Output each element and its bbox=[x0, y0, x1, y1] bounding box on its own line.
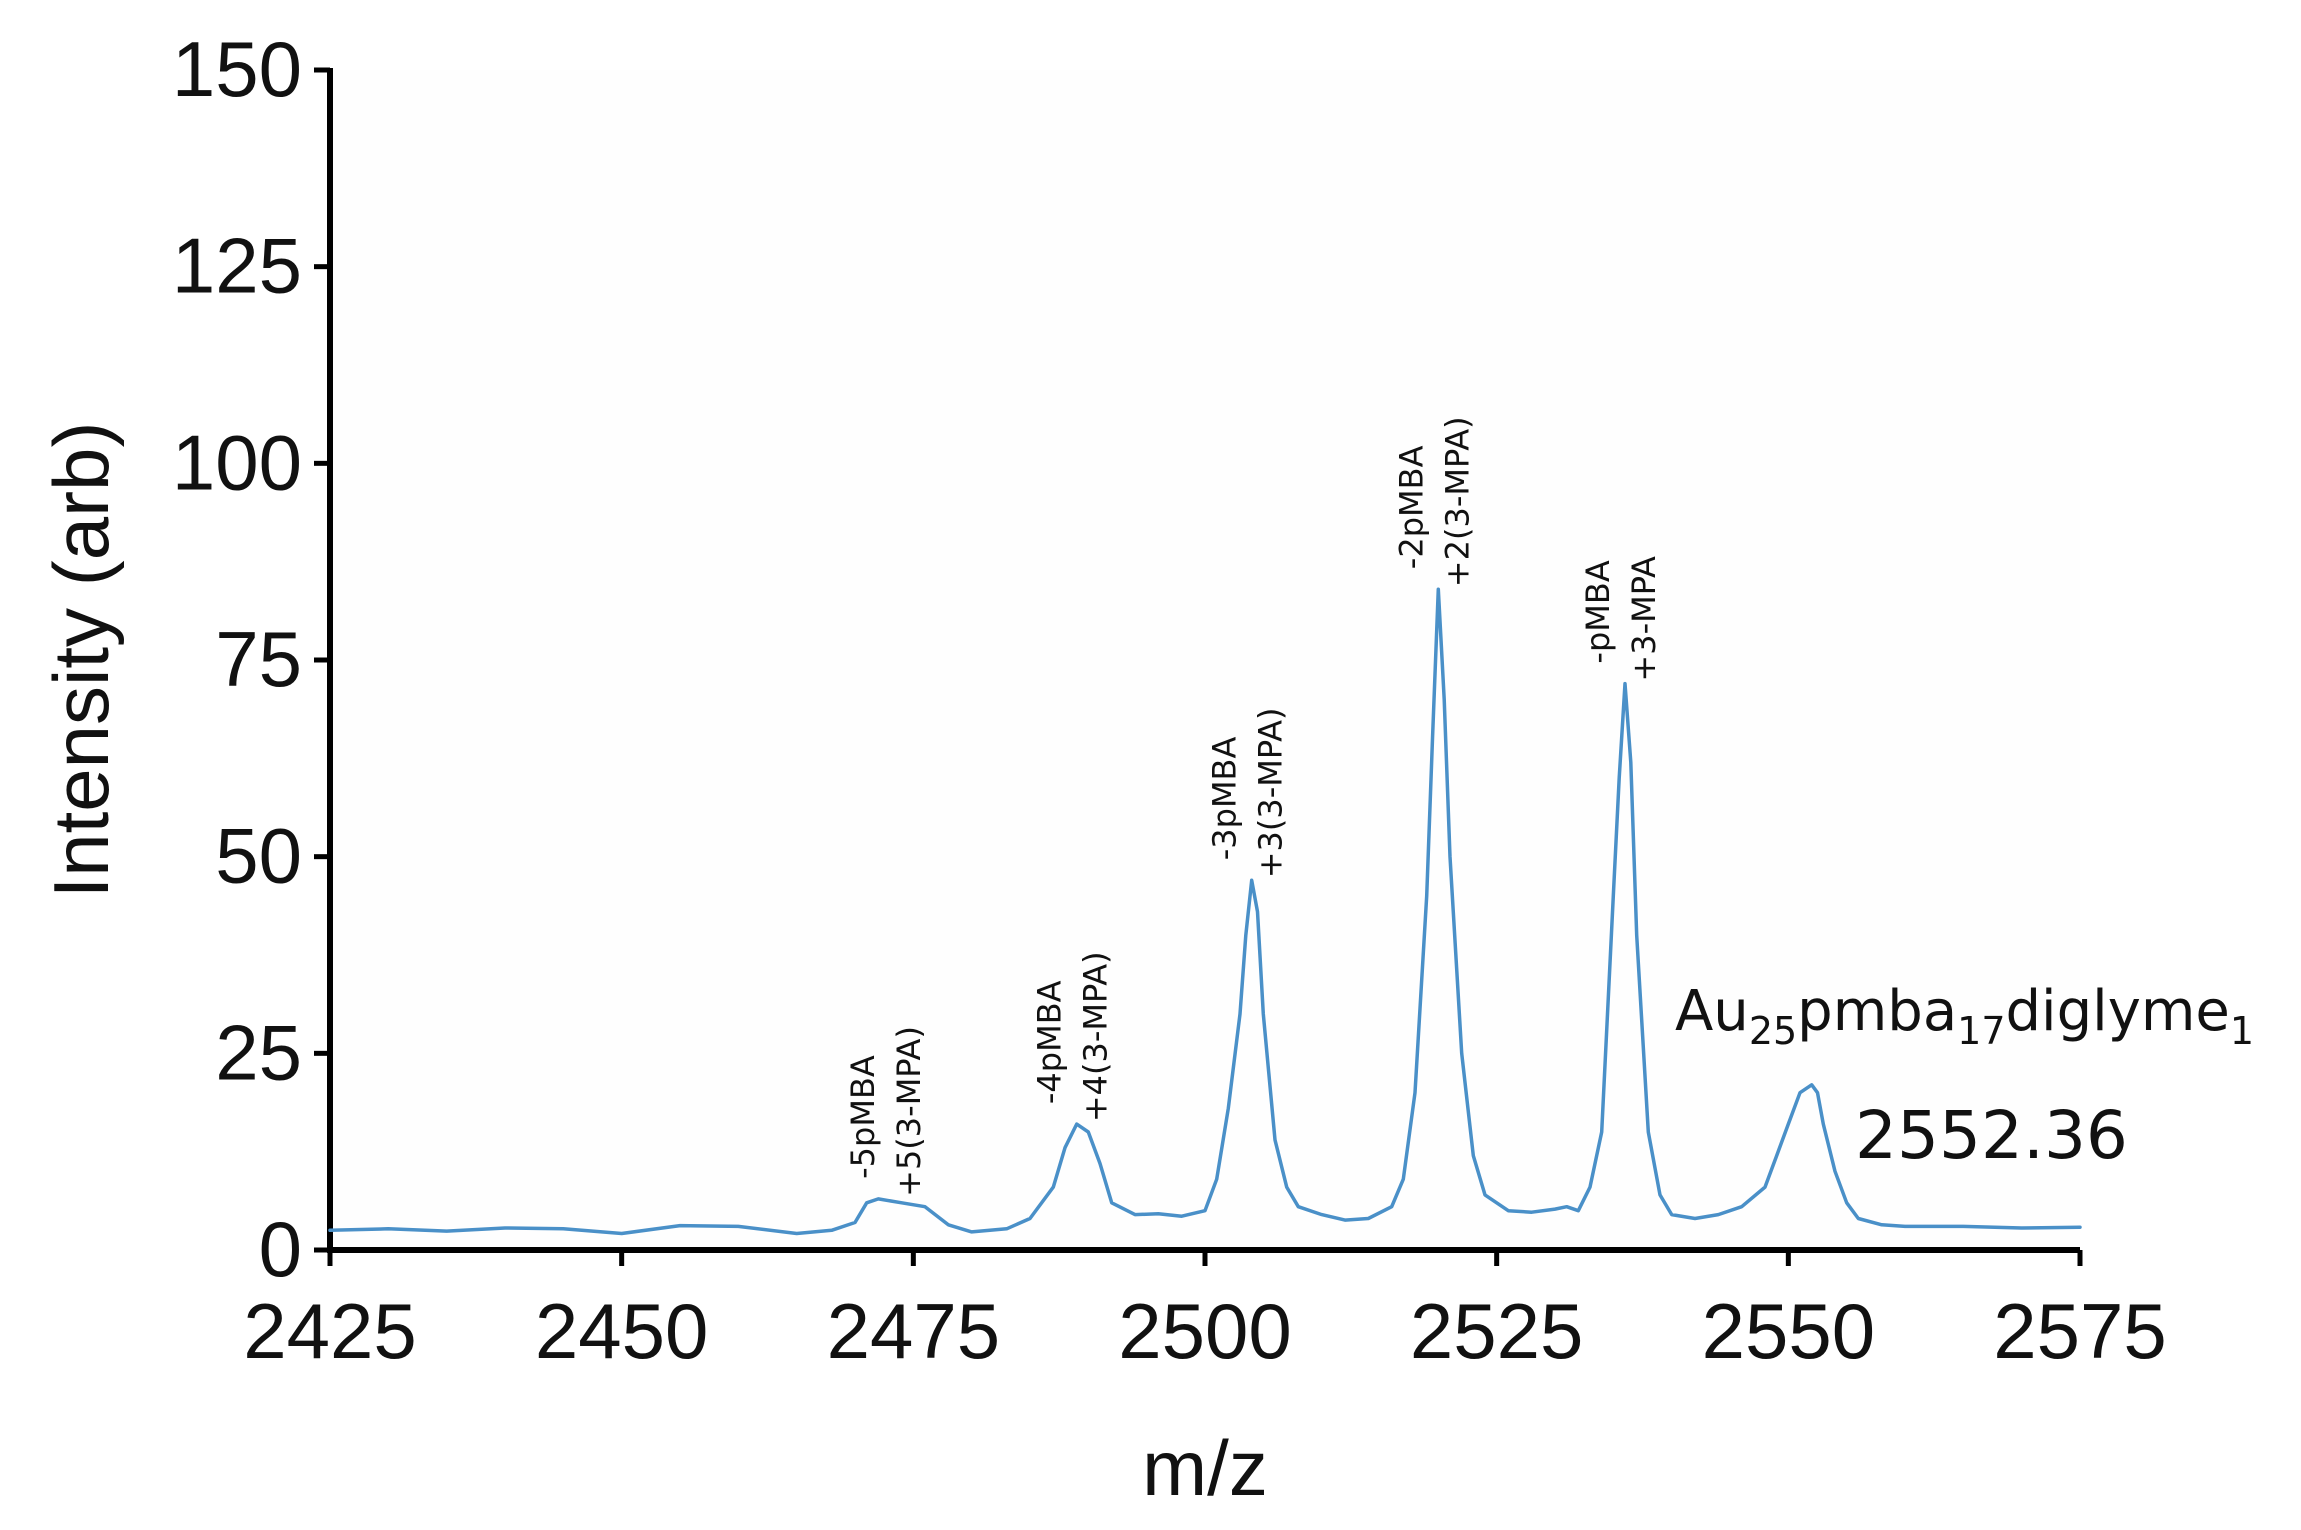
x-tick-label: 2450 bbox=[535, 1287, 709, 1375]
spectrum-series-line bbox=[328, 587, 2082, 1236]
plot-area-background bbox=[330, 70, 2080, 1250]
x-axis-ticks: 2425 2450 2475 2500 2525 2550 2575 bbox=[243, 1250, 2167, 1375]
peak-annotation-line: +4(3-MPA) bbox=[1077, 951, 1115, 1122]
y-tick-label: 50 bbox=[215, 812, 302, 900]
label-sub-2: 17 bbox=[1957, 1009, 2005, 1053]
main-peak-value: 2552.36 bbox=[1855, 1097, 2128, 1174]
y-tick-label: 0 bbox=[259, 1205, 302, 1293]
peak-annotation-line: -4pMBA bbox=[1031, 980, 1069, 1104]
peak-annotation-line: -2pMBA bbox=[1392, 445, 1430, 569]
peak-annotation-line: +3-MPA bbox=[1625, 556, 1663, 682]
x-tick-label: 2425 bbox=[243, 1287, 417, 1375]
x-axis-title: m/z bbox=[1142, 1424, 1268, 1512]
main-peak-label: Au25pmba17diglyme1 bbox=[1675, 979, 2254, 1053]
peak-annotation: -3pMBA +3(3-MPA) bbox=[1206, 707, 1290, 878]
label-sub-3: 1 bbox=[2230, 1009, 2254, 1053]
y-axis-ticks: 0 25 50 75 100 125 150 bbox=[172, 25, 330, 1293]
x-tick-label: 2500 bbox=[1118, 1287, 1292, 1375]
peak-annotation-line: +2(3-MPA) bbox=[1438, 416, 1476, 587]
peak-annotation-line: +3(3-MPA) bbox=[1252, 707, 1290, 878]
y-tick-label: 125 bbox=[172, 222, 302, 310]
label-base: Au bbox=[1675, 979, 1749, 1044]
y-axis-title: Intensity (arb) bbox=[37, 422, 125, 899]
peak-annotation: -4pMBA +4(3-MPA) bbox=[1031, 951, 1115, 1122]
y-tick-label: 100 bbox=[172, 418, 302, 506]
y-tick-label: 75 bbox=[215, 615, 302, 703]
peak-annotation: -pMBA +3-MPA bbox=[1579, 556, 1663, 682]
label-mid: pmba bbox=[1797, 979, 1957, 1044]
peak-annotation-line: -pMBA bbox=[1579, 560, 1617, 663]
x-tick-label: 2575 bbox=[1993, 1287, 2167, 1375]
label-end: diglyme bbox=[2006, 979, 2230, 1044]
peak-annotation-line: -3pMBA bbox=[1206, 736, 1244, 860]
peak-annotation: -5pMBA +5(3-MPA) bbox=[844, 1026, 928, 1197]
x-tick-label: 2525 bbox=[1410, 1287, 1584, 1375]
x-tick-label: 2550 bbox=[1702, 1287, 1876, 1375]
y-tick-label: 25 bbox=[215, 1008, 302, 1096]
peak-annotation: -2pMBA +2(3-MPA) bbox=[1392, 416, 1476, 587]
y-tick-label: 150 bbox=[172, 25, 302, 113]
label-sub-1: 25 bbox=[1749, 1009, 1797, 1053]
peak-annotation-line: -5pMBA bbox=[844, 1055, 882, 1179]
peak-annotations: -5pMBA +5(3-MPA) -4pMBA +4(3-MPA) -3pMBA +3(3… bbox=[844, 416, 1663, 1196]
peak-annotation-line: +5(3-MPA) bbox=[890, 1026, 928, 1197]
x-tick-label: 2475 bbox=[827, 1287, 1001, 1375]
